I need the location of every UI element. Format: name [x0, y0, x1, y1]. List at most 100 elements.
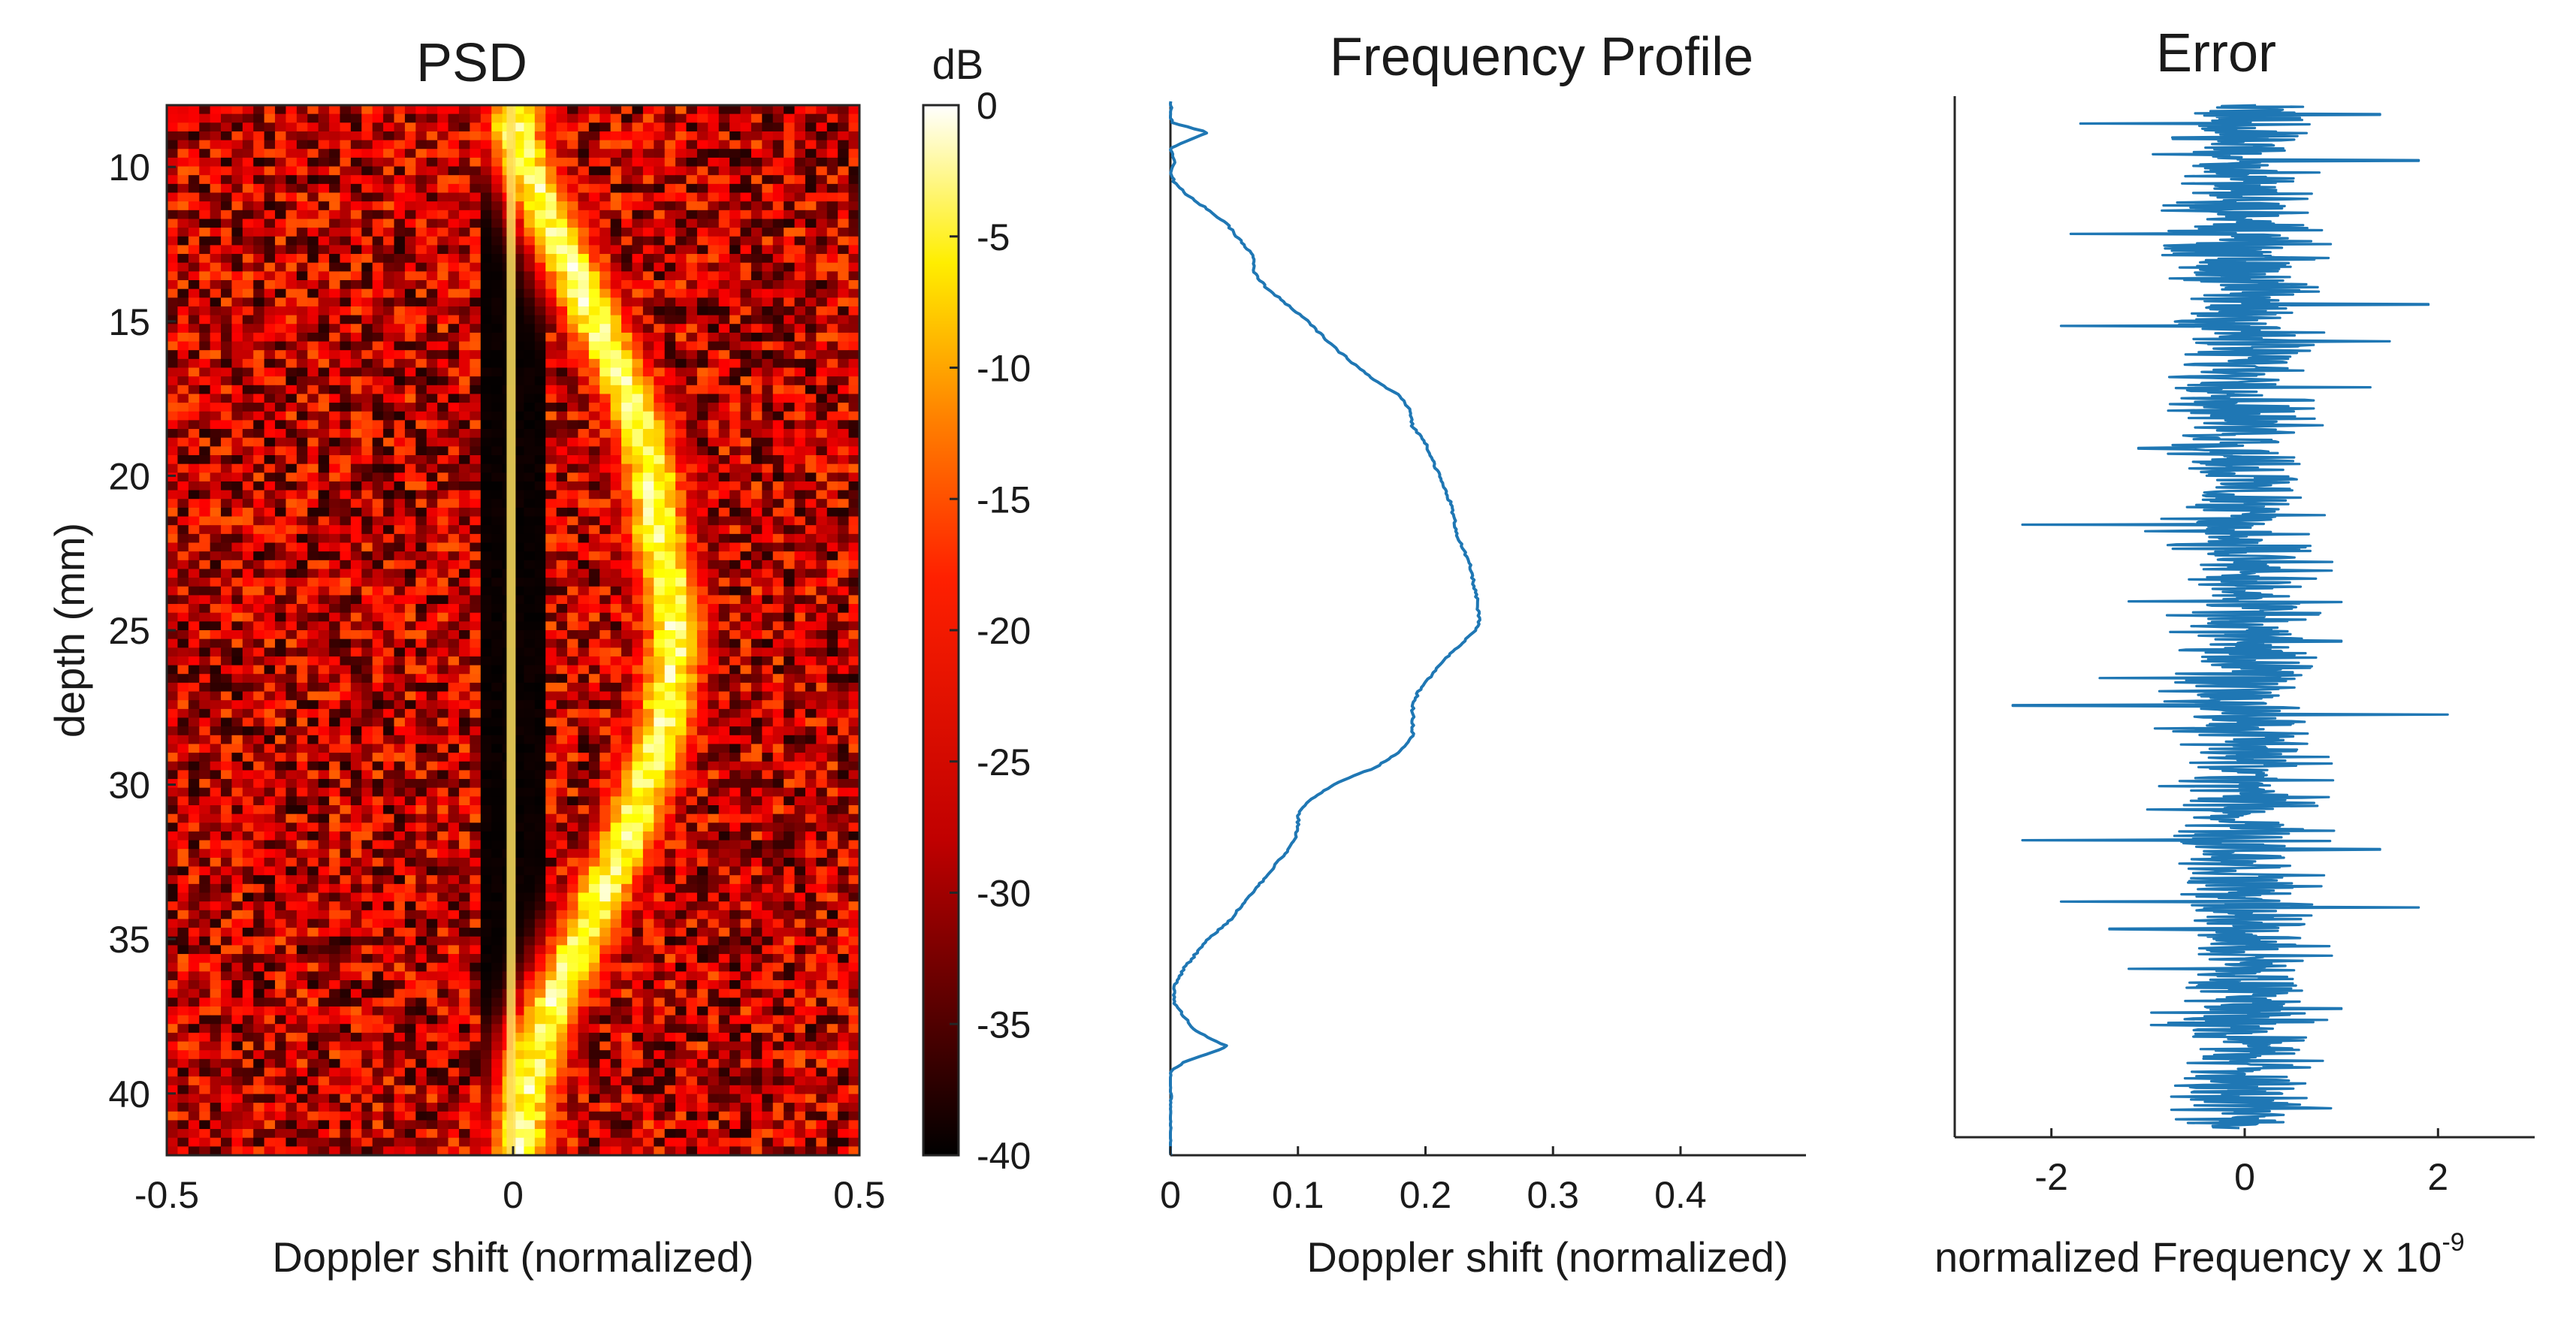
psd-cell	[805, 271, 817, 281]
psd-cell	[350, 630, 362, 640]
psd-cell	[458, 376, 470, 386]
psd-cell	[394, 700, 406, 710]
psd-cell	[231, 219, 243, 228]
psd-cell	[275, 516, 287, 526]
psd-cell	[470, 665, 482, 675]
psd-cell	[350, 463, 362, 473]
psd-cell	[231, 245, 243, 255]
psd-cell	[307, 770, 319, 780]
psd-cell	[675, 297, 687, 307]
psd-cell	[762, 411, 774, 421]
psd-cell	[318, 297, 330, 307]
psd-cell	[242, 533, 254, 544]
psd-cell	[340, 533, 352, 544]
psd-cell	[199, 779, 211, 789]
psd-cell	[296, 236, 308, 246]
psd-cell	[296, 525, 308, 535]
psd-cell	[199, 288, 211, 298]
psd-cell	[729, 280, 741, 290]
psd-cell	[805, 656, 817, 666]
psd-cell	[729, 735, 741, 745]
psd-cell	[458, 446, 470, 456]
psd-cell	[794, 271, 806, 281]
psd-cell	[599, 394, 612, 403]
psd-cell	[285, 542, 297, 552]
psd-cell	[654, 700, 666, 710]
psd-cell	[696, 691, 708, 701]
psd-cell	[340, 499, 352, 509]
psd-cell	[686, 157, 698, 168]
psd-cell	[848, 542, 860, 552]
psd-cell	[675, 358, 687, 369]
psd-cell	[718, 166, 730, 176]
psd-cell	[210, 324, 222, 334]
psd-cell	[838, 192, 850, 202]
psd-cell	[188, 324, 200, 334]
psd-cell	[545, 481, 557, 491]
psd-cell	[383, 717, 395, 727]
psd-cell	[307, 210, 319, 220]
psd-cell	[253, 420, 265, 430]
psd-cell	[686, 192, 698, 202]
psd-cell	[654, 490, 666, 500]
psd-cell	[470, 105, 482, 115]
psd-cell	[318, 358, 330, 369]
psd-cell	[470, 236, 482, 246]
psd-cell	[264, 210, 276, 220]
psd-cell	[458, 656, 470, 666]
psd-cell	[762, 604, 774, 614]
psd-cell	[664, 455, 676, 465]
psd-cell	[513, 691, 525, 701]
psd-cell	[675, 726, 687, 736]
psd-cell	[838, 315, 850, 324]
psd-cell	[350, 122, 362, 132]
psd-cell	[642, 262, 654, 272]
psd-cell	[567, 228, 579, 237]
psd-cell	[610, 612, 622, 622]
psd-cell	[675, 744, 687, 753]
psd-cell	[816, 228, 828, 237]
psd-cell	[578, 324, 590, 334]
psd-cell	[470, 201, 482, 211]
psd-cell	[816, 385, 828, 395]
psd-cell	[318, 166, 330, 176]
psd-cell	[307, 262, 319, 272]
psd-cell	[805, 446, 817, 456]
psd-cell	[372, 245, 384, 255]
psd-cell	[642, 175, 654, 185]
psd-cell	[578, 201, 590, 211]
psd-cell	[329, 516, 341, 526]
psd-cell	[361, 157, 373, 168]
psd-cell	[805, 376, 817, 386]
psd-cell	[654, 533, 666, 544]
psd-cell	[805, 306, 817, 316]
psd-cell	[448, 507, 460, 518]
psd-cell	[599, 735, 612, 745]
psd-cell	[762, 595, 774, 605]
psd-cell	[718, 254, 730, 264]
psd-cell	[318, 542, 330, 552]
psd-cell	[762, 385, 774, 395]
psd-cell	[188, 271, 200, 281]
psd-cell	[383, 122, 395, 132]
psd-cell	[826, 280, 838, 290]
psd-cell	[350, 219, 362, 228]
psd-cell	[696, 761, 708, 771]
psd-cell	[675, 533, 687, 544]
psd-cell	[318, 105, 330, 115]
psd-cell	[621, 122, 633, 132]
psd-cell	[816, 131, 828, 141]
psd-cell	[404, 612, 416, 622]
psd-cell	[307, 682, 319, 693]
psd-cell	[350, 638, 362, 648]
psd-cell	[784, 516, 796, 526]
psd-cell	[361, 542, 373, 552]
psd-cell	[838, 271, 850, 281]
psd-cell	[696, 499, 708, 509]
psd-cell	[221, 420, 233, 430]
psd-cell	[448, 560, 460, 570]
psd-cell	[772, 665, 784, 675]
psd-cell	[718, 306, 730, 316]
psd-cell	[491, 674, 503, 684]
psd-cell	[848, 560, 860, 570]
